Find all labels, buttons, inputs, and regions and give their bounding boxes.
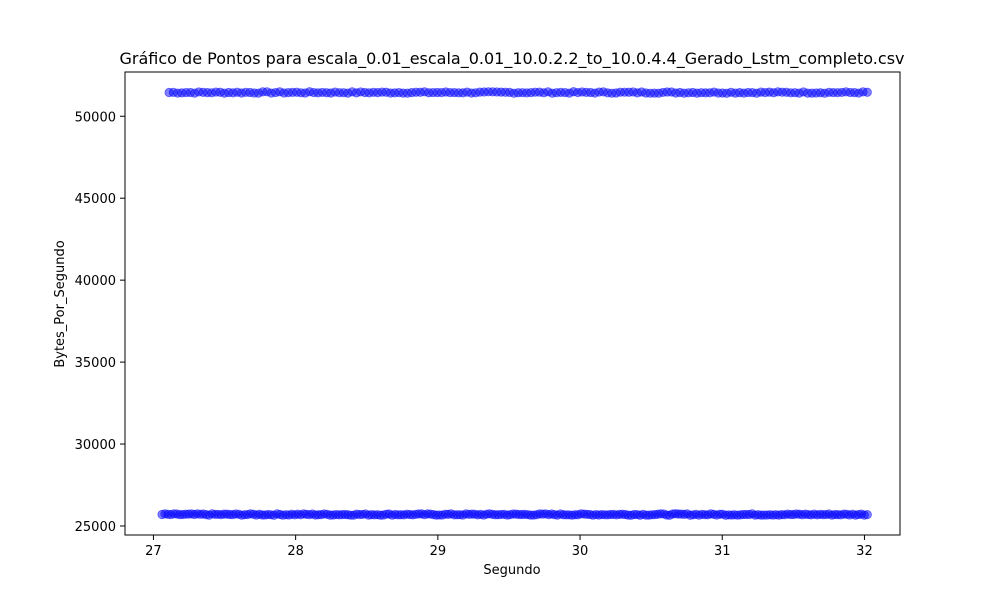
x-axis-label: Segundo — [483, 563, 540, 578]
y-tick-label: 50000 — [75, 110, 116, 125]
data-point-band-0 — [862, 87, 872, 97]
x-tick-label: 31 — [714, 544, 731, 559]
x-axis-ticks: 27 28 29 30 31 32 — [145, 535, 873, 559]
y-tick-label: 40000 — [75, 274, 116, 289]
plot-frame — [124, 71, 901, 536]
y-tick-label: 30000 — [75, 438, 116, 453]
y-axis-ticks: 25000 30000 35000 40000 45000 50000 — [75, 110, 125, 535]
y-tick-label: 25000 — [75, 520, 116, 535]
y-tick-label: 45000 — [75, 192, 116, 207]
y-tick-label: 35000 — [75, 356, 116, 371]
data-point-band-1 — [862, 510, 872, 520]
x-tick-label: 30 — [572, 544, 589, 559]
chart-title: Gráfico de Pontos para escala_0.01_escal… — [120, 49, 905, 69]
points-layer — [157, 87, 872, 520]
x-tick-label: 28 — [287, 544, 304, 559]
x-tick-label: 27 — [145, 544, 162, 559]
y-axis-label: Bytes_Por_Segundo — [53, 240, 68, 367]
x-tick-label: 32 — [856, 544, 873, 559]
x-tick-label: 29 — [430, 544, 447, 559]
